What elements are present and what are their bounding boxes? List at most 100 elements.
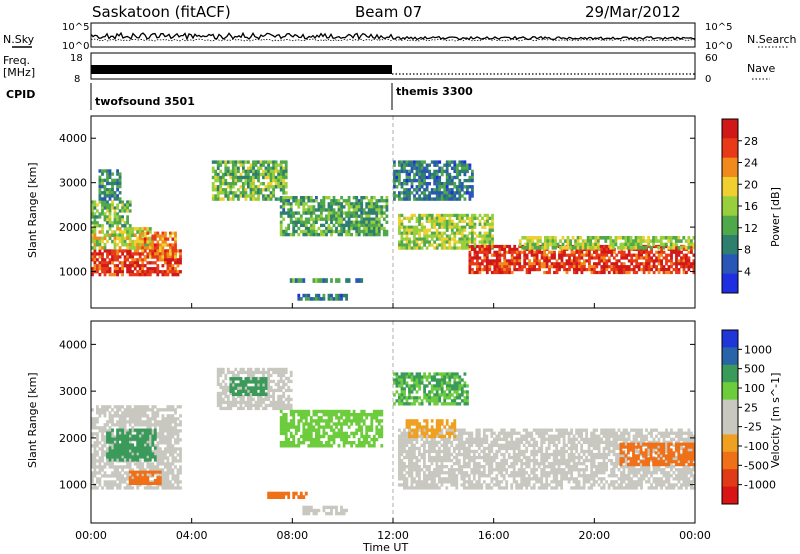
data-cell-5 [242,194,245,198]
data-cell-0 [128,423,132,427]
data-cell-8 [405,471,409,475]
data-cell-12 [591,242,595,247]
data-cell-6 [307,232,311,237]
data-cell-6 [332,223,336,228]
data-cell-10 [445,160,449,164]
data-cell-8 [420,437,424,441]
data-cell-3 [231,400,235,405]
data-cell-5 [279,444,283,448]
data-cell-0 [96,264,99,268]
data-cell-9 [433,246,437,250]
data-cell-10 [398,160,401,164]
data-cell-9 [478,213,482,218]
data-cell-1 [146,449,150,453]
data-cell-0 [121,417,124,421]
data-cell-9 [405,240,409,244]
data-cell-0 [133,423,137,427]
data-cell-3 [161,234,165,238]
data-cell-10 [458,185,462,189]
data-cell-3 [158,234,162,238]
data-cell-3 [282,382,286,387]
data-cell-11 [558,256,561,260]
data-cell-1 [106,233,109,237]
data-cell-6 [357,220,361,224]
data-cell-0 [108,270,112,274]
data-cell-1 [93,227,97,231]
data-cell-0 [108,252,112,256]
data-cell-1 [133,446,137,450]
data-cell-12 [536,236,540,240]
data-cell-11 [553,265,556,269]
data-cell-5 [312,419,316,423]
data-cell-6 [330,232,333,237]
data-cell-5 [219,197,223,201]
data-cell-5 [282,175,286,180]
data-cell-3 [216,391,220,396]
data-cell-1 [108,455,112,459]
data-cell-11 [617,268,621,272]
data-cell-11 [498,247,502,251]
data-cell-10 [408,160,411,164]
data-cell-11 [468,270,472,275]
data-cell-3 [259,394,263,399]
data-cell-11 [630,253,634,257]
data-cell-0 [126,411,129,415]
data-cell-0 [153,450,157,454]
data-cell-11 [488,262,492,266]
data-cell-12 [672,242,676,247]
data-cell-5 [312,437,316,442]
data-cell-11 [647,259,651,263]
data-cell-5 [249,188,253,192]
data-cell-6 [277,495,280,499]
data-cell-8 [435,462,439,466]
data-cell-5 [332,422,336,426]
data-cell-9 [460,219,464,223]
data-cell-5 [345,419,348,423]
data-cell-11 [553,262,556,266]
data-cell-5 [367,441,371,445]
data-cell-5 [242,191,245,195]
data-cell-5 [226,197,230,201]
data-cell-11 [667,270,671,275]
data-cell-5 [226,160,230,164]
data-cell-9 [450,228,454,232]
data-cell-11 [655,259,658,263]
data-cell-0 [174,420,177,424]
data-cell-5 [239,163,243,167]
data-cell-0 [161,471,165,475]
data-cell-1 [131,458,135,462]
data-cell-5 [330,428,333,432]
data-cell-11 [478,247,482,251]
data-cell-0 [128,261,132,265]
data-cell-6 [332,217,336,221]
data-cell-6 [340,217,343,221]
data-cell-0 [108,486,112,490]
data-cell-2 [121,206,124,210]
data-cell-0 [158,441,162,445]
data-cell-4 [262,386,265,390]
data-cell-5 [372,444,376,448]
data-cell-3 [229,400,233,405]
data-cell-11 [508,250,512,254]
data-cell-5 [322,431,326,436]
data-cell-8 [418,446,421,451]
data-cell-2 [143,473,147,477]
data-cell-2 [116,212,119,216]
data-cell-1 [133,239,137,244]
data-cell-5 [226,182,230,186]
data-cell-0 [106,420,109,424]
data-cell-11 [685,253,688,257]
data-cell-5 [272,178,275,183]
data-cell-5 [211,194,215,198]
data-cell-10 [448,172,452,177]
data-cell-9 [458,213,462,218]
data-cell-3 [141,246,145,250]
data-cell-11 [605,268,609,272]
data-cell-6 [282,196,286,200]
data-cell-6 [282,491,286,496]
data-cell-5 [317,409,321,414]
colorbar-tick-label: 8 [744,244,751,257]
data-cell-3 [274,367,278,372]
data-cell-11 [568,256,571,260]
data-cell-1 [146,443,150,447]
